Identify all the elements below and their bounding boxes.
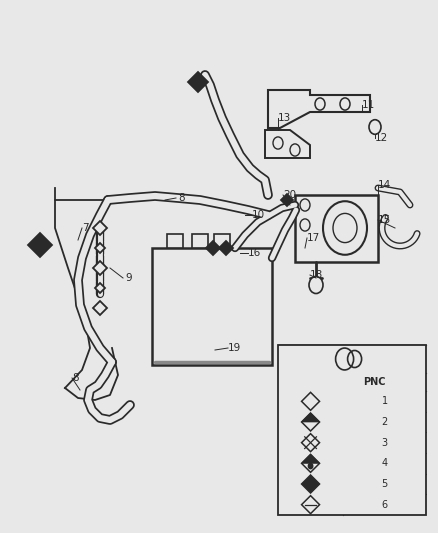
Polygon shape <box>93 221 107 235</box>
Circle shape <box>300 219 310 231</box>
Polygon shape <box>206 241 220 255</box>
Circle shape <box>309 277 323 294</box>
Text: 12: 12 <box>375 133 388 143</box>
Text: 2: 2 <box>381 417 388 427</box>
Text: 20: 20 <box>283 190 296 200</box>
Text: 8: 8 <box>178 193 185 203</box>
Bar <box>278 345 426 515</box>
Polygon shape <box>219 241 233 255</box>
Text: 9: 9 <box>125 273 132 283</box>
Polygon shape <box>301 434 320 451</box>
Polygon shape <box>95 283 105 293</box>
Text: 7: 7 <box>82 223 88 233</box>
Polygon shape <box>301 496 320 514</box>
Text: 1: 1 <box>381 397 388 406</box>
Circle shape <box>315 98 325 110</box>
Polygon shape <box>301 413 320 431</box>
Polygon shape <box>188 72 208 92</box>
Polygon shape <box>93 261 107 275</box>
Text: 5: 5 <box>381 479 388 489</box>
Bar <box>192 234 208 248</box>
Polygon shape <box>301 454 320 472</box>
Polygon shape <box>301 413 320 422</box>
Text: 10: 10 <box>252 210 265 220</box>
Text: 17: 17 <box>307 233 320 243</box>
Circle shape <box>273 137 283 149</box>
Text: 6: 6 <box>381 499 388 510</box>
Circle shape <box>323 201 367 255</box>
Circle shape <box>369 120 381 134</box>
Polygon shape <box>93 301 107 315</box>
Polygon shape <box>28 233 52 257</box>
Circle shape <box>339 352 350 366</box>
Polygon shape <box>95 243 105 253</box>
Text: 16: 16 <box>248 248 261 258</box>
Text: 14: 14 <box>378 180 391 190</box>
Text: 13: 13 <box>278 113 291 123</box>
Text: 15: 15 <box>378 215 391 225</box>
Text: 11: 11 <box>362 100 375 110</box>
Text: 8: 8 <box>72 373 79 383</box>
Circle shape <box>333 213 357 243</box>
Bar <box>295 195 378 262</box>
Text: 19: 19 <box>228 343 241 353</box>
Circle shape <box>308 463 313 469</box>
Polygon shape <box>301 392 320 410</box>
Text: PNC: PNC <box>363 377 385 387</box>
Bar <box>152 248 272 365</box>
Bar <box>214 234 230 248</box>
Bar <box>167 234 183 248</box>
Polygon shape <box>265 130 310 158</box>
Polygon shape <box>268 90 370 128</box>
Polygon shape <box>301 475 320 493</box>
Circle shape <box>300 199 310 211</box>
Text: 4: 4 <box>381 458 388 469</box>
Polygon shape <box>301 454 320 463</box>
Polygon shape <box>281 194 293 206</box>
Text: 18: 18 <box>310 270 323 280</box>
Circle shape <box>340 98 350 110</box>
Circle shape <box>290 144 300 156</box>
Text: 3: 3 <box>381 438 388 448</box>
